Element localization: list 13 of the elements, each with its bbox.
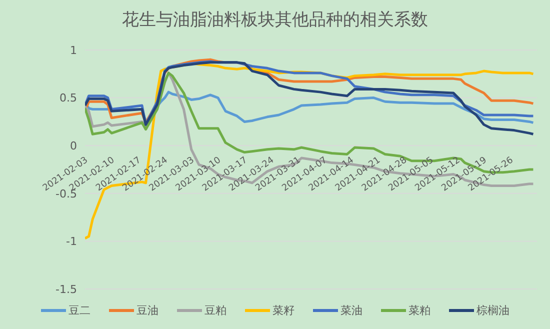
legend-label: 菜油 bbox=[340, 303, 362, 318]
chart-title: 花生与油脂油料板块其他品种的相关系数 bbox=[121, 9, 429, 31]
legend-label: 豆油 bbox=[136, 303, 158, 318]
y-tick-label: -1 bbox=[66, 235, 77, 248]
legend-label: 菜籽 bbox=[272, 303, 294, 318]
y-tick-label: 1 bbox=[70, 44, 77, 57]
y-tick-label: 0 bbox=[70, 140, 77, 153]
y-tick-label: 0.5 bbox=[60, 92, 77, 105]
y-tick-label: -1.5 bbox=[56, 282, 77, 296]
legend-label: 豆二 bbox=[68, 303, 90, 318]
legend-label: 菜粕 bbox=[408, 303, 430, 318]
legend-label: 棕榈油 bbox=[476, 303, 510, 318]
legend-label: 豆粕 bbox=[204, 303, 226, 318]
